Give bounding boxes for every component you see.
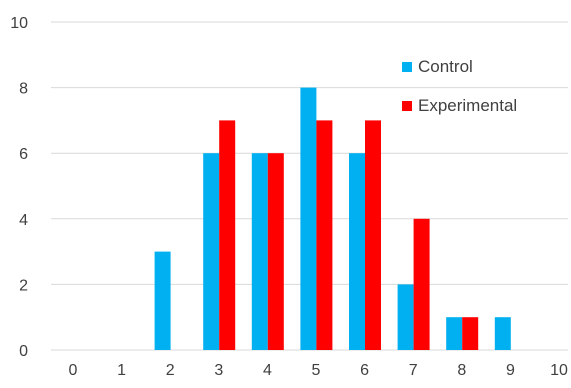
bar-experimental-2	[219, 120, 236, 351]
y-axis-tick-labels: 0 2 4 6 8 10	[10, 15, 28, 360]
legend: Control Experimental	[402, 57, 517, 115]
bar-control-8	[494, 317, 511, 350]
x-tick-label: 8	[457, 362, 466, 379]
legend-swatch-control	[402, 62, 412, 72]
x-tick-label: 6	[360, 362, 369, 379]
x-tick-label: 4	[263, 362, 272, 379]
bar-experimental-5	[365, 120, 381, 351]
x-tick-label: 5	[312, 362, 321, 379]
bar-control-3	[251, 153, 268, 350]
x-tick-label: 1	[117, 362, 126, 379]
legend-label-control: Control	[418, 57, 473, 76]
bar-control-7	[446, 317, 463, 350]
x-tick-label: 3	[214, 362, 223, 379]
x-tick-label: 0	[69, 362, 78, 379]
x-tick-label: 2	[166, 362, 175, 379]
y-tick-label: 0	[19, 343, 28, 360]
y-tick-label: 6	[19, 146, 28, 163]
x-axis-tick-labels: 0 1 2 3 4 5 6 7 8 9 10	[69, 362, 568, 379]
bar-control-2	[203, 153, 220, 350]
y-tick-label: 2	[19, 277, 28, 294]
bar-control-6	[397, 284, 414, 350]
bar-experimental-4	[316, 120, 333, 351]
x-tick-label: 9	[506, 362, 515, 379]
x-tick-label: 10	[550, 362, 568, 379]
bar-control-4	[300, 87, 317, 350]
bar-experimental-7	[462, 317, 479, 350]
legend-label-experimental: Experimental	[418, 96, 517, 115]
legend-swatch-experimental	[402, 101, 412, 111]
bar-control-1	[154, 251, 171, 350]
y-tick-label: 4	[19, 212, 28, 229]
bar-control-5	[349, 153, 365, 350]
y-tick-label: 10	[10, 15, 28, 32]
x-tick-label: 7	[409, 362, 418, 379]
bar-experimental-6	[413, 218, 430, 350]
bar-experimental-3	[267, 153, 284, 350]
y-tick-label: 8	[19, 81, 28, 98]
bars	[154, 87, 511, 351]
